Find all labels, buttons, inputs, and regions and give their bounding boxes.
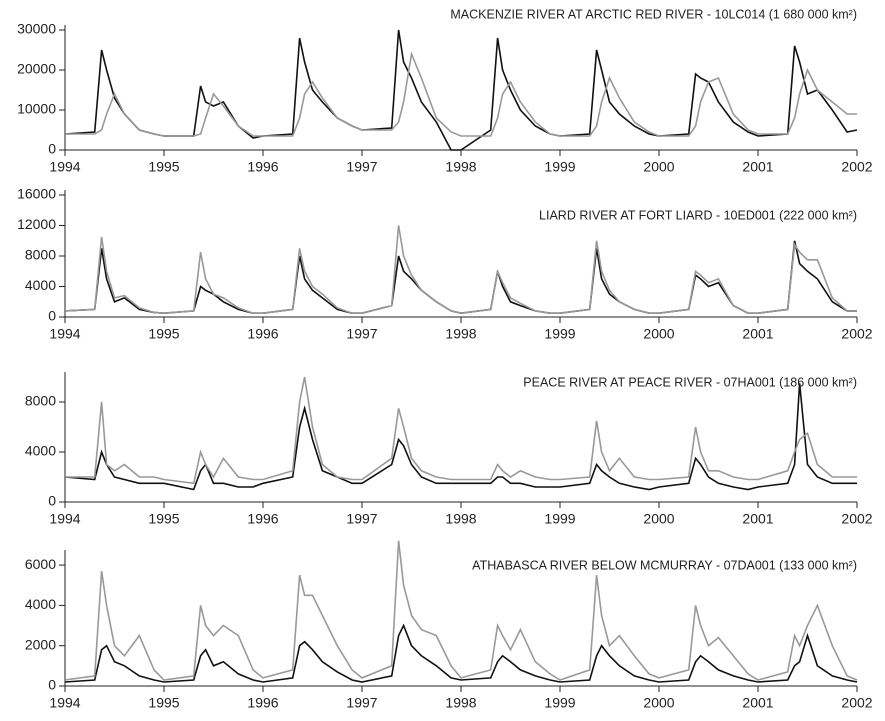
y-tick-label: 0 (48, 308, 56, 324)
y-tick-label: 4000 (25, 443, 56, 459)
y-tick-label: 6000 (25, 556, 56, 572)
data-line (64, 240, 857, 315)
x-tick-label: 1996 (247, 695, 278, 711)
x-tick-label: 1997 (346, 159, 377, 175)
x-tick-label: 1996 (247, 159, 278, 175)
x-tick-label: 1998 (445, 695, 476, 711)
x-tick-label: 2000 (643, 511, 674, 527)
y-tick-label: 0 (48, 677, 56, 693)
x-tick-label: 1998 (445, 511, 476, 527)
y-tick-label: 0 (48, 493, 56, 509)
x-tick-label: 2000 (643, 695, 674, 711)
x-tick-label: 2001 (742, 326, 773, 342)
y-tick-label: 20000 (17, 61, 56, 77)
x-tick-label: 2002 (841, 695, 872, 711)
x-tick-label: 1996 (247, 326, 278, 342)
x-tick-label: 1994 (49, 695, 80, 711)
x-tick-label: 1999 (544, 695, 575, 711)
x-tick-label: 1999 (544, 326, 575, 342)
panel-title: LIARD RIVER AT FORT LIARD - 10ED001 (222… (539, 208, 857, 222)
x-tick-label: 1994 (49, 511, 80, 527)
x-tick-label: 1997 (346, 695, 377, 711)
x-tick-label: 2002 (841, 511, 872, 527)
panel-title: ATHABASCA RIVER BELOW MCMURRAY - 07DA001… (472, 558, 857, 572)
x-tick-label: 1994 (49, 159, 80, 175)
x-tick-label: 2001 (742, 695, 773, 711)
y-tick-label: 8000 (25, 247, 56, 263)
data-line (64, 383, 857, 491)
data-line (65, 51, 857, 137)
y-tick-label: 8000 (25, 393, 56, 409)
y-tick-label: 2000 (25, 636, 56, 652)
y-tick-label: 30000 (17, 21, 56, 37)
x-tick-label: 2001 (742, 511, 773, 527)
y-tick-label: 12000 (17, 216, 56, 232)
data-line (65, 376, 857, 485)
x-tick-label: 1996 (247, 511, 278, 527)
x-tick-label: 2000 (643, 159, 674, 175)
x-tick-label: 2002 (841, 326, 872, 342)
y-tick-label: 0 (48, 141, 56, 157)
x-tick-label: 1995 (148, 695, 179, 711)
data-line (64, 540, 858, 681)
data-line (64, 623, 858, 683)
y-tick-label: 4000 (25, 277, 56, 293)
x-tick-label: 1998 (445, 159, 476, 175)
y-tick-label: 10000 (17, 101, 56, 117)
x-tick-label: 1995 (148, 326, 179, 342)
x-tick-label: 1995 (148, 511, 179, 527)
x-tick-label: 1997 (346, 511, 377, 527)
y-tick-label: 4000 (25, 596, 56, 612)
x-tick-label: 1995 (148, 159, 179, 175)
panel-title: PEACE RIVER AT PEACE RIVER - 07HA001 (18… (523, 375, 857, 389)
x-tick-label: 1997 (346, 326, 377, 342)
x-tick-label: 2000 (643, 326, 674, 342)
panel-title: MACKENZIE RIVER AT ARCTIC RED RIVER - 10… (450, 7, 857, 21)
x-tick-label: 2001 (742, 159, 773, 175)
y-tick-label: 16000 (17, 186, 56, 202)
x-tick-label: 1998 (445, 326, 476, 342)
data-line (64, 29, 858, 151)
x-tick-label: 1994 (49, 326, 80, 342)
x-tick-label: 1999 (544, 159, 575, 175)
x-tick-label: 2002 (841, 159, 872, 175)
data-line (64, 225, 857, 315)
x-tick-label: 1999 (544, 511, 575, 527)
